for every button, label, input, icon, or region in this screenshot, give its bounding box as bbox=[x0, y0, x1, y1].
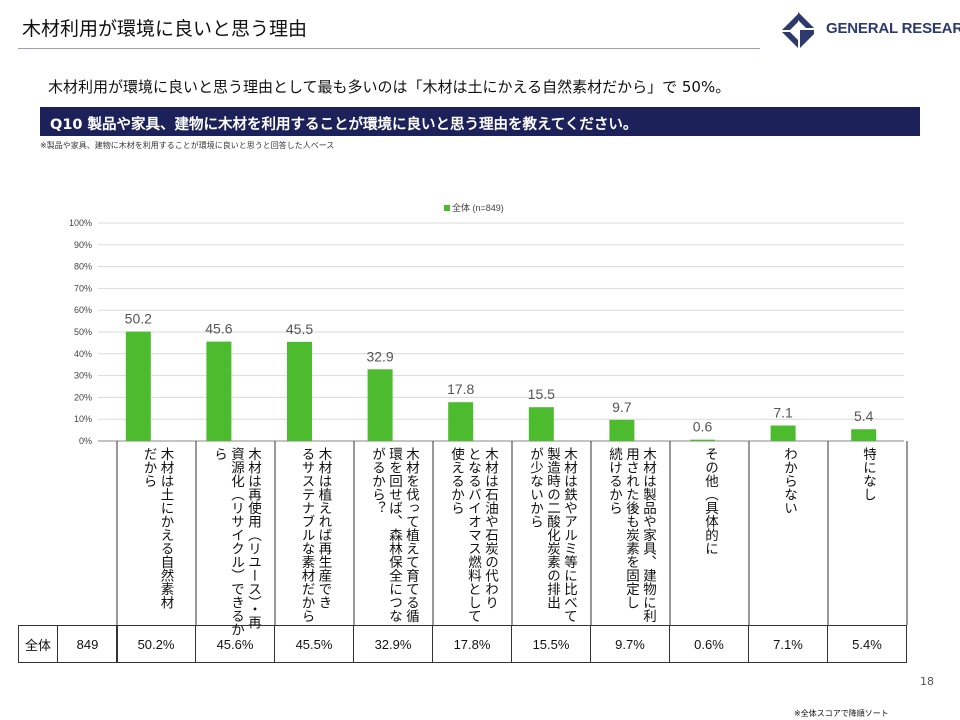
category-label: 特になし bbox=[860, 447, 876, 501]
data-label: 17.8 bbox=[447, 381, 474, 397]
row-value: 45.6% bbox=[195, 625, 275, 663]
category-grid bbox=[116, 441, 908, 625]
row-value: 17.8% bbox=[432, 625, 512, 663]
y-tick-label: 80% bbox=[74, 262, 92, 272]
category-label: 木材は土にかえる自然素材 だから bbox=[140, 447, 174, 609]
category-label: 木材は鉄やアルミ等に比べて 製造時の二酸化炭素の排出 が少ないから bbox=[527, 447, 577, 623]
question-bar: Q10 製品や家具、建物に木材を利用することが環境に良いと思う理由を教えてくださ… bbox=[40, 107, 920, 136]
y-tick-label: 60% bbox=[74, 305, 92, 315]
bar bbox=[367, 369, 393, 441]
row-value: 15.5% bbox=[511, 625, 591, 663]
category-label: 木材は石油や石炭の代わり となるバイオマス燃料として 使えるから bbox=[448, 447, 498, 623]
legend-swatch bbox=[444, 205, 450, 211]
category-label: その他（具体的に bbox=[702, 447, 718, 555]
y-tick-label: 20% bbox=[74, 392, 92, 402]
data-label: 5.4 bbox=[854, 408, 874, 424]
data-label: 0.6 bbox=[693, 419, 713, 435]
y-tick-label: 90% bbox=[74, 240, 92, 250]
brand-name: GENERAL RESEARCH bbox=[826, 20, 960, 37]
bar bbox=[448, 402, 474, 441]
bar bbox=[770, 425, 796, 441]
row-value: 7.1% bbox=[748, 625, 828, 663]
footer-note: ※全体スコアで降順ソート bbox=[794, 709, 889, 718]
bar bbox=[206, 341, 232, 441]
row-n: 849 bbox=[57, 625, 118, 663]
summary-text: 木材利用が環境に良いと思う理由として最も多いのは「木材は土にかえる自然素材だから… bbox=[48, 78, 731, 96]
page-title: 木材利用が環境に良いと思う理由 bbox=[22, 18, 308, 40]
data-label: 32.9 bbox=[366, 348, 393, 364]
y-tick-label: 100% bbox=[69, 218, 92, 228]
row-value: 5.4% bbox=[827, 625, 907, 663]
row-value: 50.2% bbox=[116, 625, 196, 663]
data-label: 9.7 bbox=[612, 399, 632, 415]
brand-logo: GENERAL RESEARCH bbox=[778, 10, 960, 50]
bar bbox=[851, 429, 877, 441]
bar bbox=[287, 341, 312, 441]
category-label: 木材は植えれば再生産でき るサステナブルな素材だから bbox=[298, 447, 332, 623]
legend-label: 全体 (n=849) bbox=[452, 202, 504, 213]
page-number: 18 bbox=[920, 675, 934, 688]
data-label: 7.1 bbox=[773, 405, 793, 421]
row-value: 45.5% bbox=[274, 625, 354, 663]
data-label: 45.5 bbox=[286, 321, 313, 337]
base-note: ※製品や家具、建物に木材を利用することが環境に良いと思うと回答した人ベース bbox=[40, 141, 335, 150]
y-tick-label: 10% bbox=[74, 414, 92, 424]
y-tick-label: 30% bbox=[74, 371, 92, 381]
y-tick-label: 40% bbox=[74, 349, 92, 359]
data-label: 45.6 bbox=[205, 321, 232, 337]
row-value: 9.7% bbox=[590, 625, 670, 663]
bar bbox=[528, 407, 554, 441]
bar bbox=[690, 439, 715, 441]
category-label: 木材は再使用（リユース）・再 資源化（リサイクル）できるか ら bbox=[211, 447, 261, 636]
row-value: 32.9% bbox=[353, 625, 433, 663]
bar bbox=[125, 331, 151, 441]
y-tick-label: 50% bbox=[74, 327, 92, 337]
y-tick-label: 0% bbox=[79, 436, 92, 446]
category-label: 木材を伐って植えて育てる循 環を回せば、森林保全につな がるから？ bbox=[369, 447, 419, 623]
data-label: 15.5 bbox=[528, 386, 555, 402]
data-label: 50.2 bbox=[125, 311, 152, 327]
row-label: 全体 bbox=[18, 625, 58, 663]
category-label: 木材は製品や家具、建物に利 用された後も炭素を固定し 続けるから bbox=[606, 447, 656, 623]
y-tick-label: 70% bbox=[74, 283, 92, 293]
brand-mark-icon bbox=[782, 12, 814, 48]
title-underline bbox=[18, 48, 760, 49]
row-value: 0.6% bbox=[669, 625, 749, 663]
bar bbox=[609, 419, 635, 441]
category-label: わからない bbox=[781, 447, 797, 515]
